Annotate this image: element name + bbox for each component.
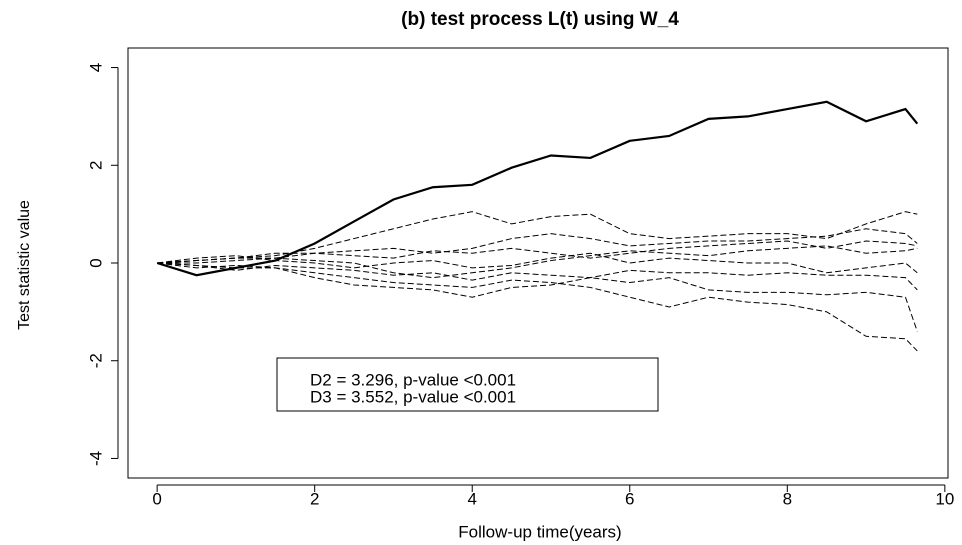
annotation: D2 = 3.296, p-value <0.001 [310,370,516,389]
x-tick-label: 8 [783,489,792,508]
x-tick-label: 0 [152,489,161,508]
simulated-process [157,262,918,291]
simulated-process [157,262,918,352]
x-axis-label: Follow-up time(years) [458,522,621,541]
y-tick-label: 0 [86,258,105,267]
simulated-process [157,211,918,264]
x-tick-label: 2 [310,489,319,508]
plot-area [156,100,919,352]
simulated-process [157,240,918,264]
simulated-process [157,262,918,332]
x-tick-label: 4 [467,489,476,508]
y-tick-label: -2 [86,353,105,368]
y-tick-label: -4 [86,451,105,466]
x-tick-label: 6 [625,489,634,508]
plot-box [127,47,949,479]
simulated-process [157,228,918,264]
y-tick-label: 4 [86,63,105,72]
observed-process [156,100,919,277]
annotation: D3 = 3.552, p-value <0.001 [310,387,516,406]
chart-title: (b) test process L(t) using W_4 [401,9,679,30]
simulated-process [157,245,918,279]
x-tick-label: 10 [935,489,954,508]
annotation-box [276,357,659,412]
simulated-process [157,252,918,274]
y-axis-label: Test statistic value [16,200,33,330]
y-tick-label: 2 [86,161,105,170]
